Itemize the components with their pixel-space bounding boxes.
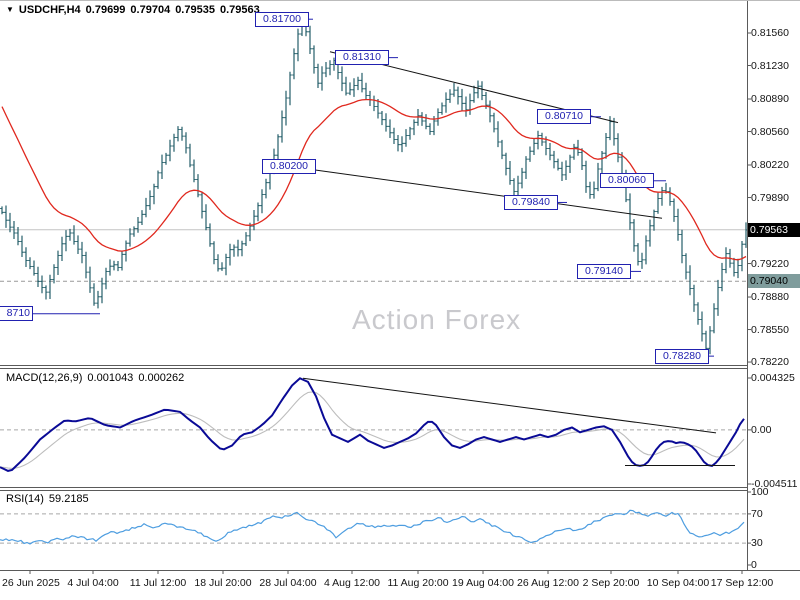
price-bars bbox=[1, 19, 747, 355]
ohlc-open: 0.79699 bbox=[85, 4, 126, 16]
ohlc-high: 0.79704 bbox=[130, 4, 171, 16]
current-price-badge: 0.79563 bbox=[748, 222, 800, 237]
price-axis-label: 0.80560 bbox=[751, 125, 789, 138]
rsi-axis-label: 70 bbox=[751, 507, 763, 520]
price-axis-label: 0.81560 bbox=[751, 27, 789, 39]
time-axis-label: 11 Aug 20:00 bbox=[387, 577, 449, 589]
time-axis-label: 18 Jul 20:00 bbox=[194, 577, 252, 589]
price-axis-label: 0.78220 bbox=[751, 356, 789, 369]
ohlc-low: 0.79535 bbox=[175, 4, 215, 16]
price-tag: 0.80710 bbox=[537, 109, 591, 125]
time-axis-label: 28 Jul 04:00 bbox=[259, 577, 317, 589]
price-trendline bbox=[307, 168, 663, 219]
price-axis-label: 0.79890 bbox=[751, 191, 789, 204]
macd-axis-label: -0.004511 bbox=[751, 478, 798, 490]
price-axis-label: 0.78550 bbox=[751, 323, 789, 336]
price-tag: 0.78280 bbox=[655, 348, 709, 364]
time-axis-label: 17 Sep 12:00 bbox=[710, 577, 774, 589]
price-axis-label: 0.81230 bbox=[751, 59, 789, 72]
macd-value: 0.001043 bbox=[87, 372, 134, 384]
collapse-arrow-icon[interactable]: ▼ bbox=[6, 5, 14, 14]
macd-main-line bbox=[0, 377, 745, 472]
ohlc-close: 0.79563 bbox=[219, 4, 260, 16]
time-axis-label: 26 Aug 12:00 bbox=[517, 577, 579, 589]
time-axis-label: 11 Jul 12:00 bbox=[129, 577, 187, 589]
price-tag: 0.79140 bbox=[577, 263, 631, 279]
price-axis-label: 0.78880 bbox=[751, 291, 789, 304]
time-axis-label: 19 Aug 04:00 bbox=[452, 577, 514, 589]
rsi-axis-label: 0 bbox=[751, 559, 757, 571]
macd-signal-value: 0.000262 bbox=[138, 372, 185, 384]
price-tag: 0.81700 bbox=[255, 11, 309, 27]
symbol-period-label: USDCHF,H4 bbox=[18, 4, 81, 16]
macd-trendline bbox=[302, 377, 717, 434]
time-axis-label: 4 Aug 12:00 bbox=[323, 577, 381, 589]
price-tag: 8710 bbox=[0, 306, 33, 322]
watermark: Action Forex bbox=[352, 304, 522, 335]
macd-indicator-label: MACD(12,26,9) 0.001043 0.000262 bbox=[6, 372, 189, 384]
rsi-value: 59.2185 bbox=[48, 493, 89, 505]
price-tag: 0.80060 bbox=[600, 173, 654, 189]
rsi-indicator-label: RSI(14) 59.2185 bbox=[6, 493, 94, 505]
price-tag: 0.79840 bbox=[504, 194, 558, 210]
macd-axis-label: 0.00 bbox=[751, 423, 772, 436]
macd-name: MACD(12,26,9) bbox=[6, 372, 83, 384]
rsi-axis-label: 100 bbox=[751, 486, 769, 498]
macd-axis-label: 0.004325 bbox=[751, 372, 795, 384]
price-axis-label: 0.79220 bbox=[751, 257, 789, 270]
price-axis-label: 0.80890 bbox=[751, 93, 789, 105]
rsi-axis-label: 30 bbox=[751, 537, 763, 550]
chart-header: ▼ USDCHF,H4 0.79699 0.79704 0.79535 0.79563 bbox=[6, 4, 265, 16]
time-axis-label: 2 Sep 20:00 bbox=[582, 577, 640, 589]
time-axis-label: 26 Jun 2025 bbox=[2, 577, 60, 589]
time-axis-label: 10 Sep 04:00 bbox=[646, 577, 710, 589]
price-axis-label: 0.80220 bbox=[751, 159, 789, 171]
price-tag: 0.81310 bbox=[335, 50, 389, 66]
level-price-badge: 0.79040 bbox=[748, 274, 800, 289]
price-tag: 0.80200 bbox=[262, 159, 316, 175]
time-axis-label: 4 Jul 04:00 bbox=[67, 577, 119, 589]
moving-average-line bbox=[1, 98, 747, 261]
rsi-name: RSI(14) bbox=[6, 493, 44, 505]
rsi-line bbox=[0, 509, 745, 545]
